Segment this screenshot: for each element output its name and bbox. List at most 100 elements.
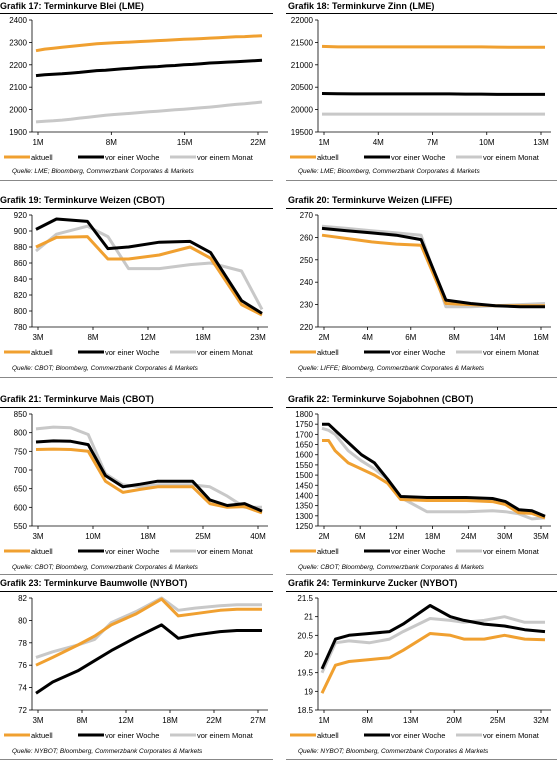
title-rule <box>0 407 273 408</box>
x-tick-label: 2M <box>318 532 329 541</box>
y-tick-label: 900 <box>14 227 28 236</box>
x-tick-label: 6M <box>355 532 366 541</box>
chart-title: Grafik 22: Terminkurve Sojabohnen (CBOT) <box>288 394 473 404</box>
x-tick-label: 7M <box>427 138 438 147</box>
series-line-aktuell <box>320 632 546 694</box>
chart-number: Grafik 17: <box>0 1 42 11</box>
chart-number: Grafik 22: <box>288 394 330 404</box>
source-rule <box>286 759 557 760</box>
title-rule <box>286 591 557 592</box>
legend-label: vor einem Monat <box>197 547 254 556</box>
legend-label: vor einem Monat <box>483 547 540 556</box>
y-tick-label: 19 <box>304 687 313 696</box>
chart-title: Grafik 21: Terminkurve Mais (CBOT) <box>0 394 154 404</box>
chart-number: Grafik 18: <box>288 1 330 11</box>
y-tick-label: 220 <box>300 323 314 332</box>
y-tick-label: 19500 <box>291 128 314 137</box>
y-tick-label: 270 <box>300 211 314 220</box>
series-line-vor-einer-woche <box>322 422 546 518</box>
legend-label: aktuell <box>317 547 339 556</box>
x-tick-label: 8M <box>76 716 87 725</box>
y-tick-label: 240 <box>300 278 314 287</box>
chart-panel-23: Grafik 23: Terminkurve Baumwolle (NYBOT)… <box>0 576 276 763</box>
x-tick-label: 22M <box>206 716 222 725</box>
chart-title: Grafik 23: Terminkurve Baumwolle (NYBOT) <box>0 578 187 588</box>
chart-title: Grafik 19: Terminkurve Weizen (CBOT) <box>0 195 165 205</box>
chart-source: Quelle: NYBOT; Bloomberg, Commerzbank Co… <box>12 748 203 755</box>
x-tick-label: 8M <box>87 333 98 342</box>
legend-label: vor einem Monat <box>197 731 254 740</box>
y-tick-label: 20500 <box>291 83 314 92</box>
y-tick-label: 82 <box>18 594 27 603</box>
chart-source: Quelle: NYBOT; Bloomberg, Commerzbank Co… <box>298 748 489 755</box>
chart-title-text: Terminkurve Zinn (LME) <box>332 1 435 11</box>
source-rule <box>0 180 273 181</box>
chart-svg: 18.5 19 19.5 20 20.5 21 21.5 1M 8M 13M 20M 25M 32M ak… <box>290 594 551 740</box>
legend-label: vor einer Woche <box>105 731 159 740</box>
y-tick-label: 840 <box>14 275 28 284</box>
x-tick-label: 18M <box>425 532 441 541</box>
chart-svg: 72 74 76 78 80 82 3M 8M 12M 18M 22M 27M aktuell vor e… <box>4 594 268 740</box>
y-tick-label: 22000 <box>291 16 314 25</box>
series-line-aktuell <box>321 44 545 49</box>
series-line-aktuell <box>35 447 263 515</box>
y-tick-label: 2200 <box>9 61 27 70</box>
x-tick-label: 12M <box>118 716 134 725</box>
y-tick-label: 920 <box>14 211 28 220</box>
y-tick-label: 20.5 <box>297 631 313 640</box>
x-tick-label: 18M <box>162 716 178 725</box>
x-tick-label: 8M <box>106 138 117 147</box>
y-tick-label: 230 <box>300 301 314 310</box>
legend-label: vor einer Woche <box>391 731 445 740</box>
series-line-vor-einer-woche <box>320 604 546 670</box>
chart-title-text: Terminkurve Blei (LME) <box>44 1 144 11</box>
y-tick-label: 2100 <box>9 83 27 92</box>
chart-svg: 220 230 240 250 260 270 2M 4M 6M 8M 14M 16M aktuell v… <box>290 211 551 357</box>
x-tick-label: 2M <box>318 333 329 342</box>
x-tick-label: 3M <box>32 716 43 725</box>
y-tick-label: 20 <box>304 650 313 659</box>
source-rule <box>0 759 273 760</box>
series-line-vor-einem-monat <box>35 425 262 509</box>
x-tick-label: 16M <box>533 333 549 342</box>
legend-label: aktuell <box>317 153 339 162</box>
y-tick-label: 1550 <box>295 461 313 470</box>
source-rule <box>0 574 273 575</box>
y-tick-label: 820 <box>14 291 28 300</box>
x-tick-label: 14M <box>490 333 506 342</box>
title-rule <box>0 591 273 592</box>
y-tick-label: 1650 <box>295 441 313 450</box>
y-tick-label: 2300 <box>9 38 27 47</box>
x-tick-label: 6M <box>405 333 416 342</box>
y-tick-label: 860 <box>14 259 28 268</box>
x-tick-label: 13M <box>533 138 549 147</box>
y-tick-label: 1600 <box>295 451 313 460</box>
chart-title: Grafik 17: Terminkurve Blei (LME) <box>0 1 144 11</box>
y-tick-label: 1400 <box>295 491 313 500</box>
x-tick-label: 1M <box>32 138 43 147</box>
chart-panel-19: Grafik 19: Terminkurve Weizen (CBOT) 780… <box>0 191 276 381</box>
legend-label: vor einem Monat <box>197 348 254 357</box>
chart-source: Quelle: CBOT; Bloomberg, Commerzbank Cor… <box>12 365 198 372</box>
y-tick-label: 21500 <box>291 38 314 47</box>
legend-label: aktuell <box>317 348 339 357</box>
x-tick-label: 1M <box>318 138 329 147</box>
chart-title: Grafik 18: Terminkurve Zinn (LME) <box>288 1 434 11</box>
legend-label: aktuell <box>317 731 339 740</box>
legend-label: aktuell <box>31 731 53 740</box>
y-tick-label: 76 <box>18 661 27 670</box>
y-tick-label: 78 <box>18 639 27 648</box>
legend-label: vor einer Woche <box>391 547 445 556</box>
title-rule <box>0 208 273 209</box>
chart-title-text: Terminkurve Weizen (LIFFE) <box>332 195 453 205</box>
y-tick-label: 1450 <box>295 481 313 490</box>
x-tick-label: 22M <box>250 138 266 147</box>
y-tick-label: 600 <box>14 503 28 512</box>
title-rule <box>0 13 273 14</box>
chart-number: Grafik 19: <box>0 195 42 205</box>
chart-title-text: Terminkurve Mais (CBOT) <box>44 394 154 404</box>
y-tick-label: 700 <box>14 466 28 475</box>
x-tick-label: 8M <box>362 716 373 725</box>
x-tick-label: 18M <box>195 333 211 342</box>
y-tick-label: 1300 <box>295 512 313 521</box>
